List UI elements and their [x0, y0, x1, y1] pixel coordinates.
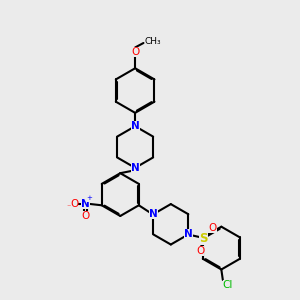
Text: +: +	[86, 195, 92, 201]
Text: N: N	[131, 121, 140, 131]
Text: O: O	[196, 246, 204, 256]
Text: O: O	[70, 199, 78, 209]
Text: CH₃: CH₃	[145, 37, 161, 46]
Text: N: N	[81, 199, 90, 209]
Text: O: O	[81, 211, 89, 221]
Text: S: S	[199, 232, 207, 245]
Text: N: N	[184, 230, 193, 239]
Text: Cl: Cl	[223, 280, 233, 290]
Text: O: O	[131, 47, 139, 57]
Text: N: N	[149, 209, 158, 219]
Text: ⁻: ⁻	[67, 202, 71, 211]
Text: N: N	[131, 163, 140, 173]
Text: O: O	[208, 223, 217, 233]
